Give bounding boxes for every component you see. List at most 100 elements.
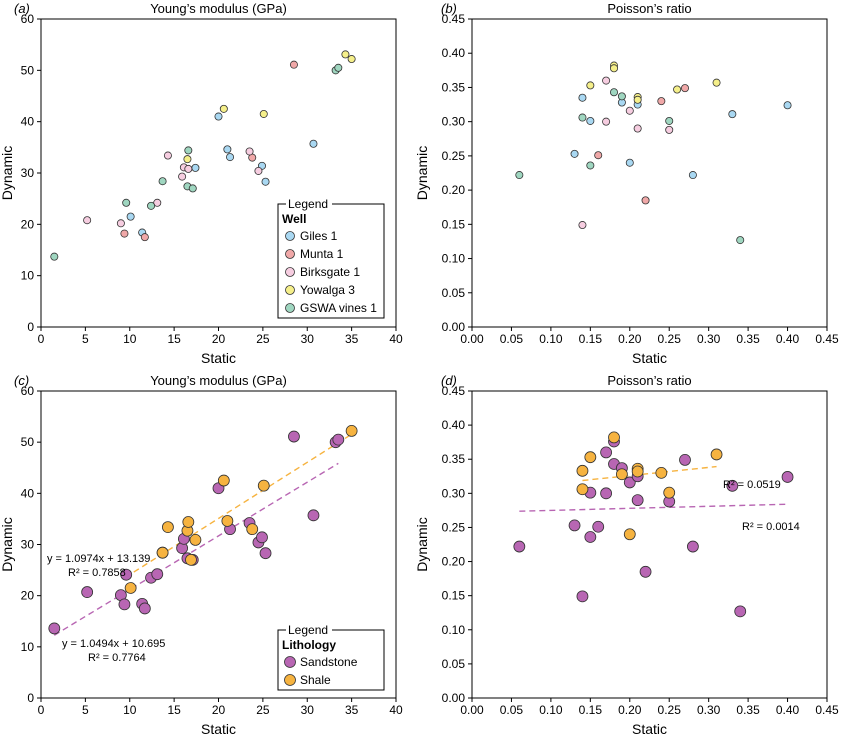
panel-label: (a) [14,1,30,16]
point-gswa-vines-1 [188,184,197,193]
point-sandstone [256,531,268,544]
point-birksgate-1 [602,117,611,126]
panel-label: (b) [441,1,457,16]
point-gswa-vines-1 [122,198,131,207]
legend-marker [285,267,295,277]
y-axis-label: Dynamic [414,146,430,200]
x-tick-label: 30 [301,703,315,717]
point-giles-1 [309,139,318,148]
point-yowalga-3 [610,64,619,73]
legend-title-bg [286,196,332,210]
point-giles-1 [570,149,579,158]
y-axis-label: Dynamic [414,517,430,571]
x-tick-label: 0.10 [539,703,563,717]
chart-title: Poisson’s ratio [607,1,691,16]
point-giles-1 [728,110,737,119]
panel-a: 0 5 10 15 20 25 30 35 40 0 10 20 30 40 50 60(a) Young’s … [0,1,403,366]
y-tick-label: 40 [21,486,35,500]
point-birksgate-1 [83,216,92,225]
x-tick-label: 25 [256,332,270,346]
point-shale [217,474,230,487]
y-tick-label: 0.35 [442,80,466,94]
x-tick-label: 35 [345,703,359,717]
point-munta-1 [657,97,666,106]
point-shale [623,528,636,541]
point-shale [124,582,137,594]
x-tick-label: 0.35 [736,332,760,346]
y-tick-label: 0 [27,320,34,334]
x-tick-label: 0.30 [697,332,721,346]
point-birksgate-1 [153,198,162,207]
x-tick-label: 0.00 [460,703,484,717]
point-yowalga-3 [586,81,595,90]
y-tick-label: 20 [21,217,35,231]
fit-equation-shale: y = 1.0974x + 13.139 [47,553,150,565]
trendline-sandstone [519,503,788,512]
legend-title-bg [286,622,332,636]
y-tick-label: 0.20 [442,183,466,197]
y-tick-label: 0.00 [442,691,466,705]
legend-marker [284,656,296,668]
legend-heading: Well [282,212,306,226]
point-birksgate-1 [178,172,187,181]
point-sandstone [623,476,636,489]
y-tick-label: 0.20 [442,555,466,569]
panel-b: 0.00 0.05 0.10 0.15 0.20 0.25 0.30 0.35 0.40 0.45… [414,1,839,366]
x-tick-label: 0.05 [500,332,524,346]
y-tick-label: 40 [21,115,35,129]
legend-item-label: Munta 1 [300,247,344,261]
point-munta-1 [594,151,603,160]
point-sandstone [288,430,300,443]
y-axis-label: Dynamic [0,146,15,200]
point-giles-1 [586,116,595,125]
y-tick-label: 60 [21,384,35,398]
x-tick-label: 0.45 [815,703,839,717]
panel-label: (c) [14,373,29,388]
legend-item-label: Sandstone [300,655,358,669]
legend-marker [285,303,295,313]
x-tick-label: 0.35 [736,703,760,717]
point-yowalga-3 [633,95,642,104]
point-shale [156,546,169,559]
point-birksgate-1 [602,76,611,85]
trendline-shale [582,465,717,482]
legend-item-label: Shale [300,673,331,687]
point-sandstone [48,622,61,635]
point-giles-1 [261,177,270,186]
point-yowalga-3 [341,50,350,59]
point-sandstone [686,540,699,553]
y-tick-label: 0.45 [442,12,466,26]
x-tick-label: 40 [389,703,403,717]
point-shale [663,486,676,499]
x-tick-label: 40 [389,332,403,346]
point-shale [608,431,620,444]
point-gswa-vines-1 [515,171,524,180]
y-tick-label: 0.35 [442,452,466,466]
legend-heading: Lithology [282,638,336,652]
point-shale [162,521,174,534]
chart-title: Young’s modulus (GPa) [150,373,287,388]
point-sandstone [584,531,597,543]
point-giles-1 [223,145,232,154]
point-munta-1 [681,84,690,93]
point-shale [182,516,195,528]
trendline-sandstone [53,462,339,636]
y-tick-label: 10 [21,640,35,654]
y-tick-label: 0.25 [442,149,466,163]
y-tick-label: 0.10 [442,623,466,637]
y-tick-label: 50 [21,435,35,449]
point-sandstone [726,479,739,492]
chart-title: Young’s modulus (GPa) [150,1,287,16]
point-sandstone [81,586,94,598]
y-axis-label: Dynamic [0,517,15,571]
point-gswa-vines-1 [617,92,626,101]
point-giles-1 [214,112,223,121]
point-gswa-vines-1 [158,177,167,186]
x-tick-label: 5 [82,332,89,346]
point-sandstone [734,605,747,618]
y-tick-label: 30 [21,538,35,552]
y-tick-label: 20 [21,589,35,603]
y-tick-label: 0.05 [442,657,466,671]
y-tick-label: 0.40 [442,418,466,432]
point-munta-1 [641,196,650,205]
